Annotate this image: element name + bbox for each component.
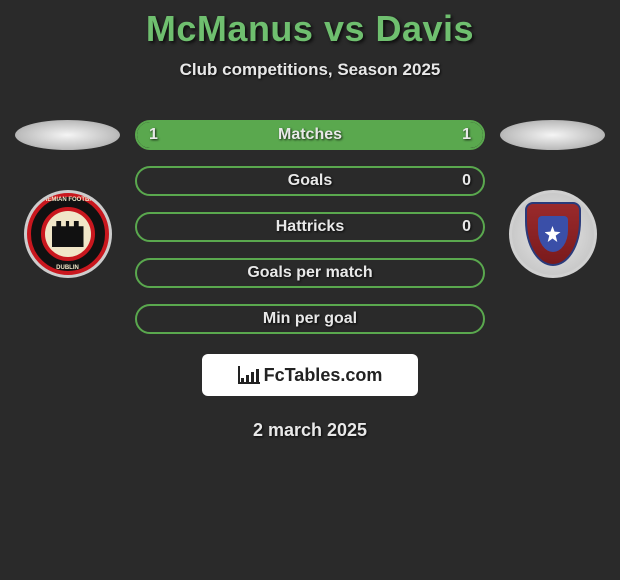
stat-left-value: 1 [137, 126, 179, 144]
stat-right-value: 0 [441, 218, 483, 236]
page-title: McManus vs Davis [0, 8, 620, 50]
brand-label: FcTables.com [264, 365, 383, 386]
left-team-badge: BOHEMIAN FOOTBALL DUBLIN [24, 190, 112, 278]
stats-column: 1Matches1Goals0Hattricks0Goals per match… [135, 120, 485, 334]
right-team-badge [509, 190, 597, 278]
left-badge-text-top: BOHEMIAN FOOTBALL [27, 197, 109, 203]
stat-label: Matches [179, 126, 441, 144]
chart-icon [238, 366, 260, 384]
right-player-silhouette [500, 120, 605, 150]
stat-row: Hattricks0 [135, 212, 485, 242]
stat-label: Goals [179, 172, 441, 190]
stat-right-value: 1 [441, 126, 483, 144]
stat-label: Goals per match [179, 264, 441, 282]
stat-row: Min per goal [135, 304, 485, 334]
main-row: BOHEMIAN FOOTBALL DUBLIN 1Matches1Goals0… [0, 120, 620, 334]
right-player-col [500, 120, 605, 278]
date-label: 2 march 2025 [0, 420, 620, 441]
left-badge-text-bottom: DUBLIN [27, 265, 109, 271]
left-player-silhouette [15, 120, 120, 150]
star-icon [545, 226, 561, 242]
brand-box: FcTables.com [202, 354, 418, 396]
comparison-infographic: McManus vs Davis Club competitions, Seas… [0, 0, 620, 441]
stat-label: Hattricks [179, 218, 441, 236]
subtitle: Club competitions, Season 2025 [0, 60, 620, 80]
stat-row: Goals0 [135, 166, 485, 196]
stat-label: Min per goal [179, 310, 441, 328]
stat-row: Goals per match [135, 258, 485, 288]
stat-right-value: 0 [441, 172, 483, 190]
left-player-col: BOHEMIAN FOOTBALL DUBLIN [15, 120, 120, 278]
stat-row: 1Matches1 [135, 120, 485, 150]
castle-icon [52, 221, 84, 247]
